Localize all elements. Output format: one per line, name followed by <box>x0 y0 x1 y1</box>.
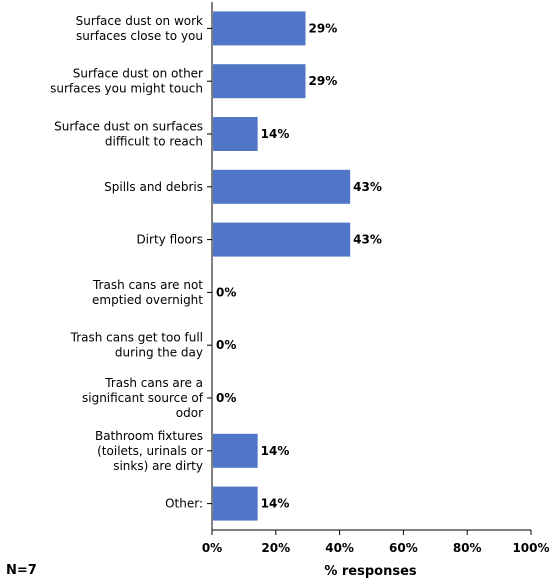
bar <box>213 117 258 151</box>
sample-size-note: N=7 <box>6 563 37 578</box>
x-axis-title: % responses <box>324 564 417 579</box>
x-tick-label: 20% <box>261 541 290 555</box>
x-tick-label: 80% <box>453 541 482 555</box>
bar <box>213 222 351 257</box>
category-label-line: emptied overnight <box>92 293 203 307</box>
category-label-line: odor <box>176 406 203 420</box>
category-label-line: Dirty floors <box>136 233 203 247</box>
category-label-line: during the day <box>115 346 203 360</box>
category-label: Dirty floors <box>136 233 203 247</box>
category-label: Spills and debris <box>104 180 203 194</box>
category-label-line: Trash cans are a <box>104 376 203 390</box>
category-label-line: significant source of <box>82 391 204 405</box>
bar <box>213 169 351 204</box>
bar <box>213 64 306 99</box>
bar <box>213 433 258 468</box>
category-label-line: Bathroom fixtures <box>95 429 203 443</box>
value-label: 14% <box>261 444 290 458</box>
bar <box>213 486 258 521</box>
value-label: 29% <box>309 21 338 35</box>
value-label: 14% <box>261 127 290 141</box>
category-label: Trash cans are not emptied overnight <box>92 278 203 307</box>
value-label: 0% <box>216 338 236 352</box>
category-label: Trash cans are a significant source of odo… <box>82 376 204 420</box>
category-label: Surface dust on other surfaces you might … <box>50 67 203 96</box>
category-label-line: Trash cans are not <box>92 278 203 292</box>
category-label-line: Surface dust on surfaces <box>54 120 203 134</box>
category-label-line: surfaces close to you <box>76 29 203 43</box>
category-label-line: Spills and debris <box>104 180 203 194</box>
x-tick-label: 100% <box>512 541 549 555</box>
value-label: 14% <box>261 497 290 511</box>
bar <box>213 11 306 46</box>
value-label: 0% <box>216 391 236 405</box>
category-label-line: sinks) are dirty <box>113 459 203 473</box>
value-label: 43% <box>353 180 382 194</box>
value-label: 29% <box>309 74 338 88</box>
x-tick-label: 0% <box>202 541 222 555</box>
category-label-line: (toilets, urinals or <box>97 444 203 458</box>
category-label: Trash cans get too full during the day <box>70 331 203 360</box>
category-label-line: Surface dust on other <box>73 67 203 81</box>
category-label: Other: <box>165 497 203 511</box>
category-label: Surface dust on work surfaces close to yo… <box>76 14 203 43</box>
x-tick-label: 60% <box>389 541 418 555</box>
category-label-line: surfaces you might touch <box>50 82 203 96</box>
category-label: Bathroom fixtures (toilets, urinals or sin… <box>95 429 203 473</box>
category-label-line: difficult to reach <box>105 135 203 149</box>
category-label-line: Surface dust on work <box>76 14 203 28</box>
category-label-line: Trash cans get too full <box>70 331 203 345</box>
category-label: Surface dust on surfaces difficult to rea… <box>54 120 203 149</box>
value-label: 0% <box>216 285 236 299</box>
x-tick-label: 40% <box>325 541 354 555</box>
value-label: 43% <box>353 233 382 247</box>
category-label-line: Other: <box>165 497 203 511</box>
